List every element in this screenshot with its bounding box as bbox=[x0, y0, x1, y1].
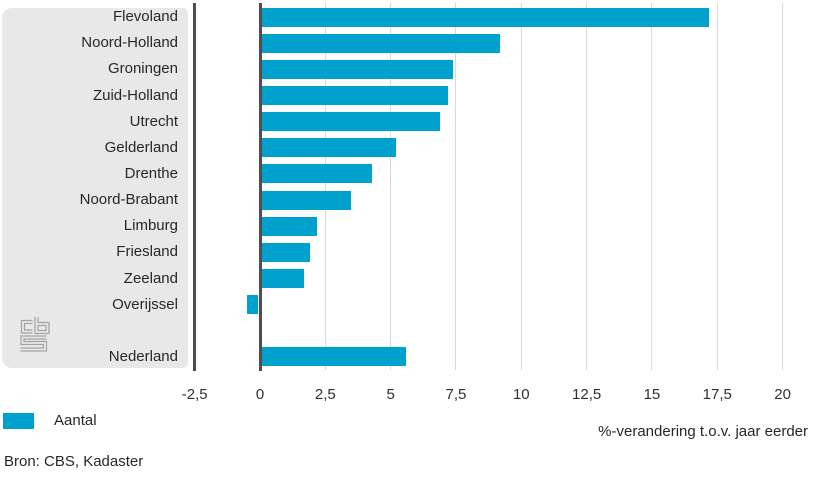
bar-zuid-holland[interactable] bbox=[261, 86, 449, 105]
x-tick-label: -2,5 bbox=[181, 386, 208, 403]
category-label-noord-holland: Noord-Holland bbox=[81, 34, 178, 52]
bar-friesland[interactable] bbox=[261, 242, 310, 262]
category-label-groningen: Groningen bbox=[107, 60, 178, 78]
cbs-logo-icon bbox=[20, 317, 50, 352]
category-label-nederland: Nederland bbox=[108, 347, 178, 365]
bar-utrecht[interactable] bbox=[261, 112, 441, 132]
bar-groningen[interactable] bbox=[261, 59, 454, 79]
gridline bbox=[455, 3, 457, 370]
gridline bbox=[324, 3, 326, 370]
x-tick-label: 12,5 bbox=[572, 386, 602, 403]
bar-gelderland[interactable] bbox=[261, 138, 396, 158]
gridline bbox=[586, 3, 588, 370]
category-panel bbox=[2, 8, 188, 368]
x-tick-label: 20 bbox=[774, 386, 791, 403]
category-label-limburg: Limburg bbox=[123, 217, 178, 235]
category-label-overijssel: Overijssel bbox=[112, 295, 178, 313]
category-label-gelderland: Gelderland bbox=[104, 138, 178, 156]
gridline bbox=[651, 3, 653, 370]
bar-zeeland[interactable] bbox=[261, 269, 305, 288]
bar-overijssel[interactable] bbox=[246, 295, 259, 315]
source-text: Bron: CBS, Kadaster bbox=[4, 453, 144, 470]
category-label-utrecht: Utrecht bbox=[129, 112, 178, 130]
legend[interactable]: Aantal bbox=[3, 412, 97, 429]
bar-limburg[interactable] bbox=[261, 216, 318, 236]
category-label-zuid-holland: Zuid-Holland bbox=[92, 86, 178, 104]
bar-noord-holland[interactable] bbox=[261, 33, 501, 53]
x-tick-label: 2,5 bbox=[314, 386, 336, 403]
x-tick-label: 5 bbox=[386, 386, 395, 403]
category-label-friesland: Friesland bbox=[116, 243, 178, 261]
gridline bbox=[520, 3, 522, 370]
bar-flevoland[interactable] bbox=[261, 7, 710, 27]
legend-swatch-icon bbox=[3, 412, 34, 429]
x-tick-label: 10 bbox=[512, 386, 530, 403]
category-label-drenthe: Drenthe bbox=[124, 164, 178, 182]
x-tick-label: 7,5 bbox=[445, 386, 467, 403]
gridline bbox=[390, 3, 392, 370]
gridline bbox=[716, 3, 718, 370]
zero-line bbox=[258, 3, 262, 371]
bar-noord-brabant[interactable] bbox=[261, 190, 352, 210]
category-label-noord-brabant: Noord-Brabant bbox=[79, 191, 178, 209]
x-tick-label: 0 bbox=[255, 386, 265, 403]
x-axis-label: %-verandering t.o.v. jaar eerder bbox=[598, 423, 808, 440]
bar-nederland[interactable] bbox=[261, 347, 407, 367]
bar-drenthe[interactable] bbox=[261, 164, 373, 184]
y-axis-line bbox=[193, 3, 197, 371]
category-label-zeeland: Zeeland bbox=[123, 269, 178, 287]
x-tick-label: 17,5 bbox=[702, 386, 732, 403]
x-tick-label: 15 bbox=[643, 386, 661, 403]
gridline bbox=[782, 3, 784, 370]
legend-label: Aantal bbox=[54, 412, 97, 429]
category-label-flevoland: Flevoland bbox=[112, 8, 178, 26]
